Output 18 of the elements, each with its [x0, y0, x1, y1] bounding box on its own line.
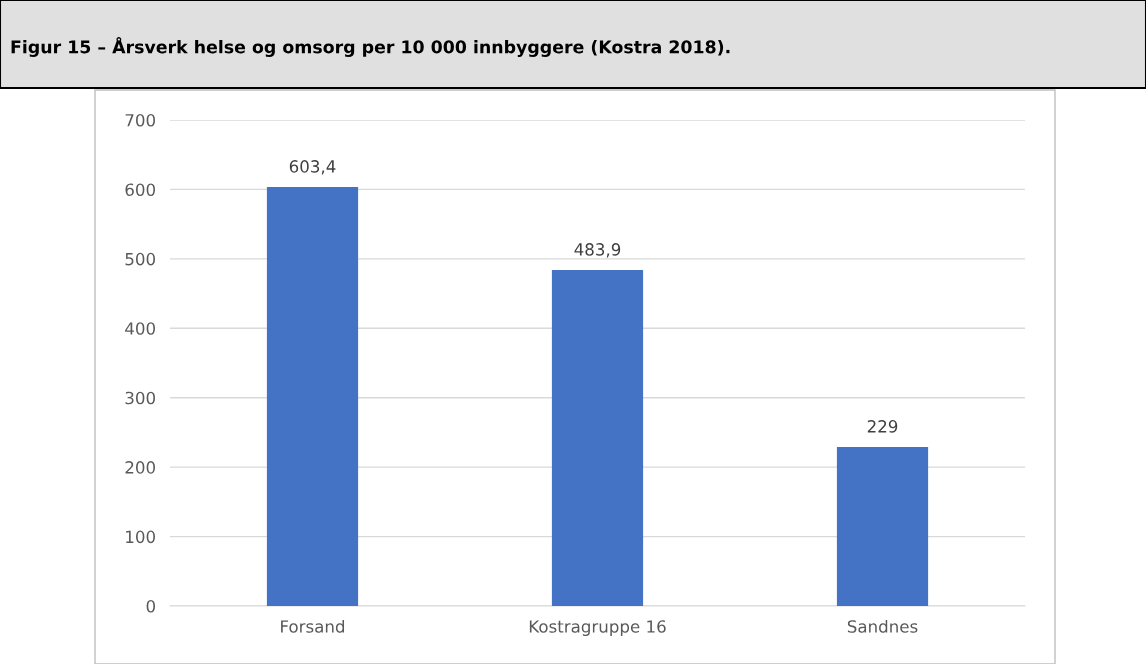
- y-tick-label: 600: [125, 183, 155, 196]
- x-tick-label: Sandnes: [847, 619, 918, 633]
- x-tick-label: Forsand: [281, 619, 345, 633]
- bar: [551, 270, 644, 606]
- x-tick-label: Kostragruppe 16: [529, 620, 666, 637]
- y-tick-label: 400: [125, 322, 155, 335]
- y-tick-label: 0: [146, 599, 155, 613]
- y-tick-label: 100: [126, 530, 155, 544]
- data-label: 483,9: [574, 243, 621, 258]
- y-tick-label: 300: [125, 391, 155, 405]
- y-tick-label: 200: [125, 461, 155, 474]
- data-label: 229: [867, 420, 898, 433]
- bar: [266, 187, 359, 606]
- bar: [836, 447, 929, 606]
- y-tick-label: 500: [125, 252, 155, 266]
- chart-title: Figur 15 – Årsverk helse og omsorg per 10 000 innbyggere (Kostra 2018).: [11, 37, 730, 57]
- data-label: 603,4: [289, 160, 336, 175]
- y-tick-label: 700: [125, 113, 155, 127]
